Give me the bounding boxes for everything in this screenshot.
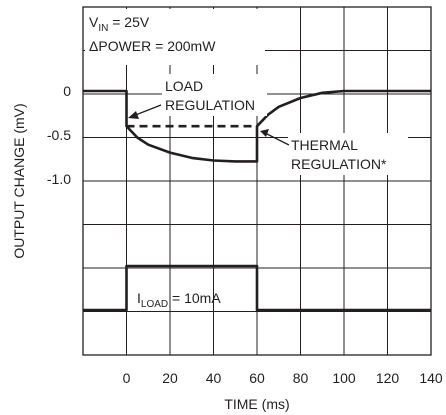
x-ticks: 0 20 40 60 80 100 120 140	[123, 370, 443, 386]
x-tick-label: 120	[376, 370, 400, 386]
iload-label: ILOAD = 10mA	[137, 290, 221, 310]
x-tick-label: 60	[249, 370, 265, 386]
thermal-arrow-head	[260, 129, 269, 137]
x-tick-label: 0	[123, 370, 131, 386]
series-line-output-change-mV	[83, 89, 431, 163]
thermal-arrow-line	[264, 132, 290, 146]
power-label: ΔPOWER = 200mW	[89, 38, 216, 54]
x-tick-label: 80	[293, 370, 309, 386]
y-tick-label: 0	[63, 83, 71, 99]
load-label-box	[162, 74, 267, 116]
thermal-label-box	[288, 133, 408, 175]
y-ticks: 0 -0.5 -1.0	[47, 83, 71, 187]
load-regulation-label-line2: REGULATION	[165, 97, 255, 113]
load-arrow-head	[128, 111, 139, 119]
series-line-load-current-pulse	[83, 264, 431, 312]
y-axis-label: OUTPUT CHANGE (mV)	[11, 103, 27, 258]
x-tick-label: 20	[162, 370, 178, 386]
series-layer	[83, 89, 431, 312]
x-axis-label: TIME (ms)	[224, 396, 289, 412]
x-tick-label: 140	[419, 370, 443, 386]
plot-frame	[82, 6, 432, 356]
x-tick-label: 100	[332, 370, 356, 386]
x-tick-label: 40	[206, 370, 222, 386]
load-regulation-label-line1: LOAD	[165, 78, 203, 94]
y-tick-label: -0.5	[47, 127, 71, 143]
y-tick-label: -1.0	[47, 171, 71, 187]
load-arrow-line	[132, 104, 162, 117]
thermal-regulation-label-line1: THERMAL	[291, 137, 358, 153]
thermal-regulation-label-line2: REGULATION*	[291, 156, 387, 172]
vin-label: VIN = 25V	[89, 14, 150, 34]
conditions-box	[85, 9, 265, 65]
